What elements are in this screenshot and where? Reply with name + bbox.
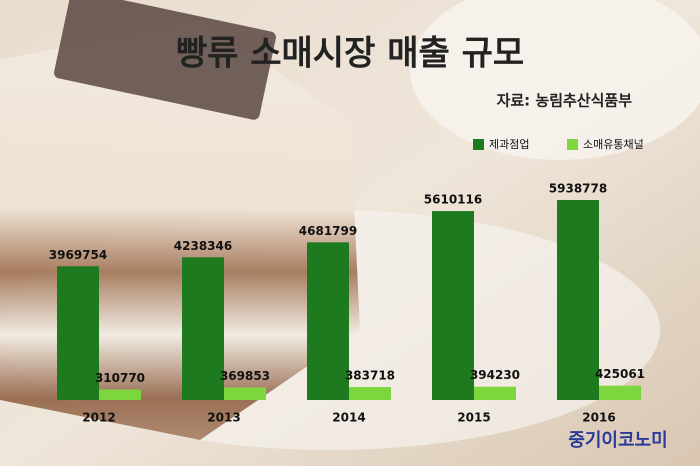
bar bbox=[474, 386, 516, 400]
value-label: 310770 bbox=[95, 371, 145, 385]
value-label: 5938778 bbox=[549, 182, 607, 196]
logo: 중기이코노미 bbox=[568, 430, 667, 451]
bar bbox=[557, 200, 599, 400]
bar bbox=[99, 389, 141, 400]
bar bbox=[599, 385, 641, 400]
x-tick-label: 2013 bbox=[207, 411, 240, 425]
x-tick-label: 2014 bbox=[332, 411, 365, 425]
chocolate bbox=[54, 0, 276, 120]
bar bbox=[432, 211, 474, 400]
value-label: 4238346 bbox=[174, 239, 232, 253]
x-tick-label: 2016 bbox=[582, 411, 615, 425]
x-tick-label: 2015 bbox=[457, 411, 490, 425]
value-label: 425061 bbox=[595, 367, 645, 381]
bar bbox=[224, 387, 266, 400]
value-label: 4681799 bbox=[299, 224, 357, 238]
chart-title: 빵류 소매시장 매출 규모 bbox=[176, 34, 524, 74]
value-label: 383718 bbox=[345, 369, 395, 383]
legend-label: 제과점업 bbox=[489, 138, 529, 151]
value-label: 3969754 bbox=[49, 248, 107, 262]
value-label: 394230 bbox=[470, 368, 520, 382]
bar bbox=[182, 257, 224, 400]
value-label: 5610116 bbox=[424, 193, 482, 207]
bar bbox=[307, 242, 349, 400]
x-tick-label: 2012 bbox=[82, 411, 115, 425]
bar bbox=[349, 387, 391, 400]
bar bbox=[57, 266, 99, 400]
legend-swatch bbox=[473, 139, 484, 150]
chart-subtitle: 자료: 농림추산식품부 bbox=[497, 92, 633, 110]
cup bbox=[410, 0, 700, 160]
legend-label: 소매유통채널 bbox=[583, 138, 644, 151]
legend-swatch bbox=[567, 139, 578, 150]
value-label: 369853 bbox=[220, 369, 270, 383]
